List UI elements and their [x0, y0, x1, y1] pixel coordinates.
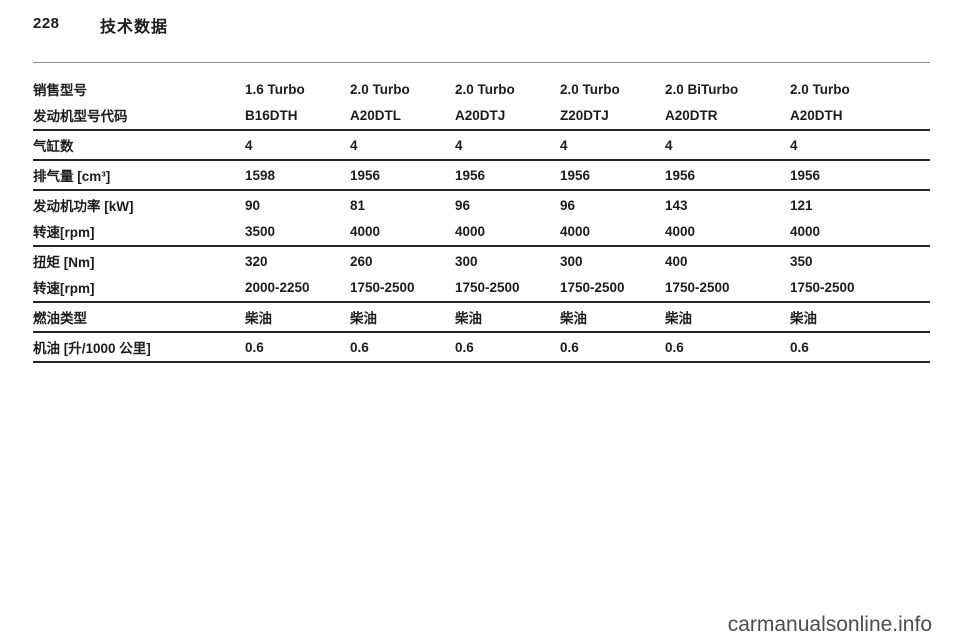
table-cell: 260: [350, 253, 373, 269]
row-divider: [33, 189, 930, 191]
table-cell: 4000: [455, 223, 486, 239]
table-cell: 1750-2500: [665, 279, 730, 295]
table-cell: 96: [560, 197, 576, 213]
row-divider: [33, 159, 930, 161]
table-cell: 0.6: [560, 339, 579, 355]
table-cell: 3500: [245, 223, 276, 239]
table-cell: 柴油: [455, 311, 482, 326]
table-cell: 96: [455, 197, 471, 213]
table-cell: 4000: [790, 223, 821, 239]
page-title: 技术数据: [100, 19, 169, 36]
table-cell: 2.0 Turbo: [790, 81, 850, 97]
table-row-cylinders: 气缸数 4 4 4 4 4 4: [33, 132, 930, 158]
table-cell: 1750-2500: [790, 279, 855, 295]
table-cell: A20DTH: [790, 107, 843, 123]
table-cell: 柴油: [350, 311, 377, 326]
table-cell: B16DTH: [245, 107, 298, 123]
table-cell: 300: [560, 253, 583, 269]
table-row-fuel-type: 燃油类型 柴油 柴油 柴油 柴油 柴油 柴油: [33, 304, 930, 330]
table-cell: 柴油: [560, 311, 587, 326]
table-row-engine-power: 发动机功率 [kW] 90 81 96 96 143 121: [33, 192, 930, 218]
table-cell: 4: [350, 137, 358, 153]
table-cell: 0.6: [665, 339, 684, 355]
row-label: 销售型号: [33, 83, 87, 98]
table-cell: 4000: [560, 223, 591, 239]
row-label: 扭矩 [Nm]: [33, 255, 95, 270]
table-row-torque: 扭矩 [Nm] 320 260 300 300 400 350: [33, 248, 930, 274]
table-cell: 81: [350, 197, 366, 213]
table-cell: 1750-2500: [560, 279, 625, 295]
table-cell: 1956: [455, 167, 486, 183]
row-label: 机油 [升/1000 公里]: [33, 341, 151, 356]
table-cell: A20DTR: [665, 107, 718, 123]
table-cell: 143: [665, 197, 688, 213]
row-label: 燃油类型: [33, 311, 87, 326]
row-label: 转速[rpm]: [33, 281, 95, 296]
row-divider: [33, 129, 930, 131]
table-cell: 0.6: [245, 339, 264, 355]
table-cell: 1.6 Turbo: [245, 81, 305, 97]
table-cell: 1956: [560, 167, 591, 183]
engine-spec-table: 销售型号 1.6 Turbo 2.0 Turbo 2.0 Turbo 2.0 T…: [33, 76, 930, 364]
table-cell: 4: [665, 137, 673, 153]
table-cell: 1750-2500: [455, 279, 520, 295]
table-row-torque-rpm: 转速[rpm] 2000-2250 1750-2500 1750-2500 17…: [33, 274, 930, 300]
table-cell: 4000: [665, 223, 696, 239]
table-cell: 400: [665, 253, 688, 269]
table-row-engine-oil: 机油 [升/1000 公里] 0.6 0.6 0.6 0.6 0.6 0.6: [33, 334, 930, 360]
row-divider: [33, 301, 930, 303]
table-cell: 柴油: [245, 311, 272, 326]
table-cell: 1956: [790, 167, 821, 183]
table-cell: 2.0 Turbo: [350, 81, 410, 97]
table-row-sales-model: 销售型号 1.6 Turbo 2.0 Turbo 2.0 Turbo 2.0 T…: [33, 76, 930, 102]
row-label: 转速[rpm]: [33, 225, 95, 240]
table-cell: 4000: [350, 223, 381, 239]
header-divider: [33, 62, 930, 63]
table-cell: 350: [790, 253, 813, 269]
table-cell: 0.6: [455, 339, 474, 355]
table-cell: 1750-2500: [350, 279, 415, 295]
table-row-power-rpm: 转速[rpm] 3500 4000 4000 4000 4000 4000: [33, 218, 930, 244]
table-cell: 4: [790, 137, 798, 153]
row-label: 气缸数: [33, 139, 74, 154]
table-cell: 1956: [350, 167, 381, 183]
row-label: 发动机型号代码: [33, 109, 128, 124]
table-cell: 柴油: [665, 311, 692, 326]
table-cell: 2.0 BiTurbo: [665, 81, 739, 97]
table-row-displacement: 排气量 [cm³] 1598 1956 1956 1956 1956 1956: [33, 162, 930, 188]
row-label: 排气量 [cm³]: [33, 169, 111, 184]
table-row-engine-code: 发动机型号代码 B16DTH A20DTL A20DTJ Z20DTJ A20D…: [33, 102, 930, 128]
table-cell: Z20DTJ: [560, 107, 609, 123]
table-cell: 0.6: [790, 339, 809, 355]
table-cell: 121: [790, 197, 813, 213]
row-label: 发动机功率 [kW]: [33, 199, 134, 214]
table-cell: 4: [455, 137, 463, 153]
table-cell: 2.0 Turbo: [455, 81, 515, 97]
page-number: 228: [33, 15, 60, 32]
table-cell: 300: [455, 253, 478, 269]
table-cell: A20DTL: [350, 107, 402, 123]
table-cell: 柴油: [790, 311, 817, 326]
row-divider: [33, 331, 930, 333]
table-cell: 0.6: [350, 339, 369, 355]
table-cell: 1598: [245, 167, 276, 183]
table-cell: 2000-2250: [245, 279, 310, 295]
row-divider: [33, 245, 930, 247]
table-cell: 2.0 Turbo: [560, 81, 620, 97]
row-divider: [33, 361, 930, 363]
table-cell: A20DTJ: [455, 107, 506, 123]
table-cell: 320: [245, 253, 268, 269]
table-cell: 1956: [665, 167, 696, 183]
table-cell: 4: [560, 137, 568, 153]
table-cell: 90: [245, 197, 261, 213]
watermark-label: carmanualsonline.info: [727, 613, 932, 636]
table-cell: 4: [245, 137, 253, 153]
